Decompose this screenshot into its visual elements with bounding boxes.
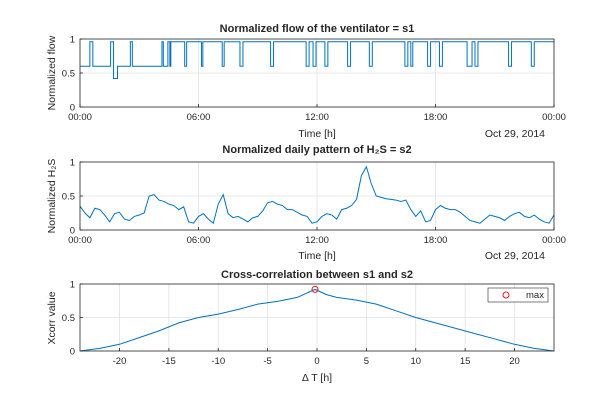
h2s-x-tick-label: 00:00 <box>68 235 92 246</box>
h2s-x-tick-label: 12:00 <box>305 235 329 246</box>
xcorr-chart-x-ticks: -20 -15 -10 -5 0 5 10 15 20 <box>113 348 520 367</box>
h2s-chart-y-label: Normalized H₂S <box>46 159 58 234</box>
xcorr-x-tick-label: -20 <box>113 356 127 367</box>
flow-chart-panel: Normalized flow of the ventilator = s1 0… <box>46 23 566 140</box>
xcorr-x-tick-label: 0 <box>314 356 319 367</box>
flow-x-tick-label: 12:00 <box>305 112 329 123</box>
flow-series-line <box>80 41 554 79</box>
flow-x-tick-label: 18:00 <box>424 112 448 123</box>
h2s-chart-x-ticks: 00:00 06:00 12:00 18:00 00:00 <box>68 227 566 246</box>
xcorr-chart-y-ticks: 00.51 <box>62 280 83 358</box>
h2s-chart-x-label: Time [h] <box>298 250 336 262</box>
flow-chart-y-label: Normalized flow <box>46 35 58 110</box>
flow-x-tick-label: 06:00 <box>187 112 211 123</box>
h2s-x-tick-label: 18:00 <box>424 235 448 246</box>
xcorr-chart-y-label: Xcorr value <box>46 291 58 344</box>
h2s-chart-y-ticks: 00.51 <box>62 158 83 237</box>
xcorr-x-tick-label: 5 <box>364 356 369 367</box>
xcorr-legend-box <box>487 287 549 303</box>
h2s-chart-date-label: Oct 29, 2014 <box>485 250 545 262</box>
h2s-y-tick-label: 0.5 <box>62 192 75 203</box>
xcorr-x-tick-label: 20 <box>509 356 520 367</box>
xcorr-x-tick-label: 15 <box>460 356 471 367</box>
xcorr-x-tick-label: -15 <box>162 356 176 367</box>
flow-chart-series <box>80 41 554 79</box>
flow-chart-title: Normalized flow of the ventilator = s1 <box>220 23 415 35</box>
xcorr-legend-max-label: max <box>526 290 544 301</box>
h2s-x-tick-label: 00:00 <box>542 235 566 246</box>
xcorr-x-tick-label: 10 <box>410 356 421 367</box>
flow-y-tick-label: 1 <box>70 35 75 46</box>
xcorr-series-line <box>79 288 555 352</box>
xcorr-y-tick-label: 0 <box>70 347 75 358</box>
h2s-chart-series <box>79 165 555 225</box>
xcorr-max-point <box>311 285 319 293</box>
xcorr-y-tick-label: 0.5 <box>62 313 75 324</box>
xcorr-x-tick-label: -10 <box>211 356 225 367</box>
flow-y-tick-label: 0 <box>70 103 75 114</box>
xcorr-chart-x-label: Δ T [h] <box>302 372 332 384</box>
flow-y-tick-label: 0.5 <box>62 69 75 80</box>
xcorr-chart-title: Cross-correlation between s1 and s2 <box>221 269 413 281</box>
flow-chart-y-ticks: 00.51 <box>62 35 83 114</box>
xcorr-y-tick-label: 1 <box>70 280 75 291</box>
xcorr-chart-panel: Cross-correlation between s1 and s2 -20-… <box>46 269 555 384</box>
h2s-series-line <box>79 165 555 225</box>
flow-chart-x-ticks: 00:00 06:00 12:00 18:00 00:00 <box>68 104 566 123</box>
xcorr-legend: max <box>487 287 549 303</box>
flow-x-tick-label: 00:00 <box>68 112 92 123</box>
h2s-x-tick-label: 06:00 <box>187 235 211 246</box>
h2s-chart-title: Normalized daily pattern of H₂S = s2 <box>222 144 411 156</box>
flow-x-tick-label: 00:00 <box>542 112 566 123</box>
h2s-y-tick-label: 1 <box>70 158 75 169</box>
flow-chart-x-label: Time [h] <box>298 128 336 140</box>
xcorr-x-tick-label: -5 <box>263 356 271 367</box>
xcorr-legend-max-marker <box>502 291 510 299</box>
h2s-y-tick-label: 0 <box>70 226 75 237</box>
flow-chart-date-label: Oct 29, 2014 <box>485 128 545 140</box>
h2s-chart-panel: Normalized daily pattern of H₂S = s2 00:… <box>46 144 566 262</box>
xcorr-chart-series <box>79 285 555 352</box>
